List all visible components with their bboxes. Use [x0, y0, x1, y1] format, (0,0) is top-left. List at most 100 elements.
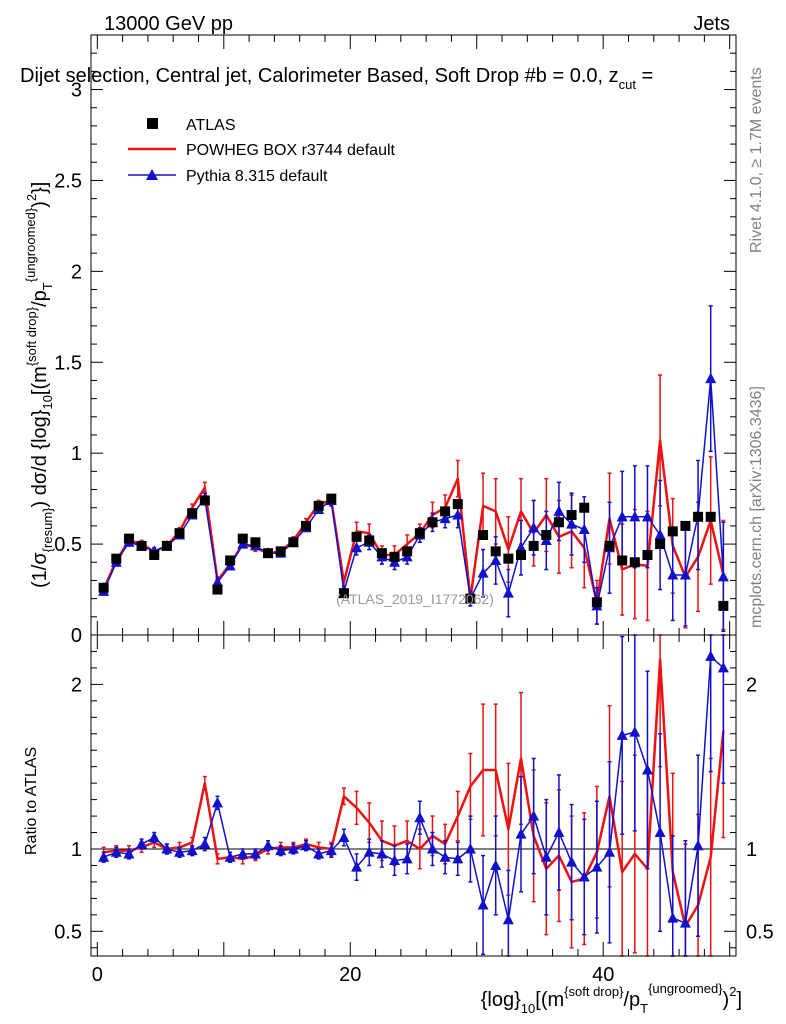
atlas-data-point [503, 553, 514, 564]
pythia-marker [616, 510, 628, 522]
ratio-y-tick-label-right: 2 [746, 674, 757, 696]
pythia-ratio-marker [199, 838, 211, 849]
atlas-data-point [199, 495, 210, 506]
atlas-data-point [301, 520, 311, 531]
pythia-marker [654, 529, 666, 540]
pythia-ratio-marker [540, 851, 552, 862]
pythia-ratio-marker [692, 839, 704, 851]
atlas-data-point [566, 510, 577, 520]
pythia-marker [477, 567, 489, 578]
atlas-data-point [490, 546, 501, 557]
legend-pythia-marker [146, 169, 158, 180]
ylabel-sup: {soft drop} [24, 306, 39, 366]
atlas-data-point [693, 511, 704, 522]
atlas-data-point [123, 533, 134, 544]
ylabel-part: [(m [29, 366, 51, 395]
pythia-ratio-marker [604, 846, 616, 857]
atlas-data-point [389, 551, 400, 562]
main-y-tick-label: 2 [71, 261, 82, 283]
atlas-data-point [136, 540, 147, 551]
pythia-ratio-marker [123, 847, 135, 859]
pythia-ratio-marker [654, 826, 666, 838]
pythia-marker [490, 554, 502, 565]
pythia-ratio-marker [426, 843, 438, 854]
pythia-ratio-marker [325, 844, 337, 856]
ylabel-sup: 2 [24, 194, 39, 201]
pythia-ratio-marker [300, 839, 312, 851]
xlabel-part: ) [723, 989, 730, 1011]
pythia-ratio-marker [578, 870, 590, 882]
xlabel-part: /p [623, 989, 640, 1011]
xlabel-sub: 10 [521, 1001, 535, 1016]
ylabel-sup: {ungroomed} [23, 207, 38, 282]
atlas-data-point [642, 550, 653, 560]
atlas-data-point [111, 553, 122, 564]
pythia-marker [705, 372, 717, 384]
xlabel-part: {log} [481, 989, 521, 1011]
atlas-data-point [452, 499, 463, 510]
atlas-data-point [326, 493, 337, 504]
main-axis-ticks: 0 0.5 1 1.5 2 2.5 3 [54, 34, 736, 647]
rivet-label: Rivet 4.1.0, ≥ 1.7M events [748, 67, 765, 253]
pythia-ratio-marker [224, 851, 236, 862]
pythia-ratio-marker [287, 843, 299, 854]
ratio-y-tick-label: 2 [71, 674, 82, 696]
atlas-data-point [617, 555, 628, 566]
legend-pythia-label: Pythia 8.315 default [186, 168, 328, 185]
pythia-ratio-marker [363, 846, 375, 857]
ylabel-sub: T [40, 282, 55, 290]
main-y-tick-label: 2.5 [54, 170, 82, 192]
main-y-axis-label: (1/σ{resum}) dσ/d {log}10[(m{soft drop}/… [23, 182, 55, 588]
atlas-data-point [667, 526, 678, 537]
plot-title-main: Dijet selection, Central jet, Calorimete… [20, 65, 619, 87]
ylabel-part: ) [29, 201, 51, 208]
main-y-tick-label: 0 [71, 625, 82, 647]
pythia-ratio-marker [667, 912, 679, 923]
atlas-data-point [402, 546, 413, 557]
atlas-data-point [591, 597, 602, 608]
pythia-ratio-marker [401, 852, 413, 864]
ylabel-part: (1/σ [29, 552, 51, 588]
atlas-data-point [98, 582, 109, 593]
pythia-ratio-marker [211, 796, 223, 808]
atlas-data-point [579, 502, 590, 513]
pythia-marker [566, 518, 578, 529]
pythia-ratio-marker [705, 650, 717, 661]
pythia-marker [439, 512, 451, 524]
ylabel-part: }] [29, 182, 51, 194]
atlas-data-point [604, 540, 615, 551]
pythia-marker [629, 510, 641, 522]
pythia-ratio-marker [174, 846, 186, 857]
pythia-ratio-marker [262, 839, 274, 851]
pythia-line [102, 377, 725, 607]
atlas-data-point [149, 550, 160, 560]
pythia-marker [211, 576, 223, 587]
xlabel-sub: T [640, 1001, 648, 1016]
zcut-subscript: cut [619, 77, 637, 92]
mcplots-label: mcplots.cern.ch [arXiv:1306.3436] [748, 386, 765, 628]
atlas-data-point [364, 535, 375, 546]
atlas-data-point [263, 548, 274, 559]
ratio-plot-panel: 0.5 0.51 12 20 20 40 [54, 634, 774, 986]
pythia-ratio-marker [528, 810, 540, 821]
xlabel-part: ] [736, 989, 742, 1011]
atlas-data-point [655, 539, 666, 550]
pythia-ratio-series [98, 634, 729, 957]
atlas-data-point [465, 593, 476, 604]
pythia-ratio-marker [186, 844, 198, 856]
pythia-ratio-marker [591, 861, 603, 872]
ratio-y-tick-label: 1 [71, 839, 82, 861]
atlas-data-point [250, 537, 261, 548]
pythia-ratio-marker [98, 851, 110, 862]
pythia-ratio-marker [237, 847, 249, 859]
pythia-ratio-marker [148, 831, 160, 842]
zcut-equals: = [636, 65, 653, 87]
xlabel-part: [(m [535, 989, 564, 1011]
ylabel-sub: {resum} [40, 507, 55, 552]
main-y-tick-label: 1 [71, 443, 82, 465]
pythia-ratio-marker [502, 913, 514, 925]
pythia-ratio-marker [439, 851, 451, 862]
pythia-ratio-marker [641, 763, 653, 775]
pythia-marker [515, 541, 527, 553]
